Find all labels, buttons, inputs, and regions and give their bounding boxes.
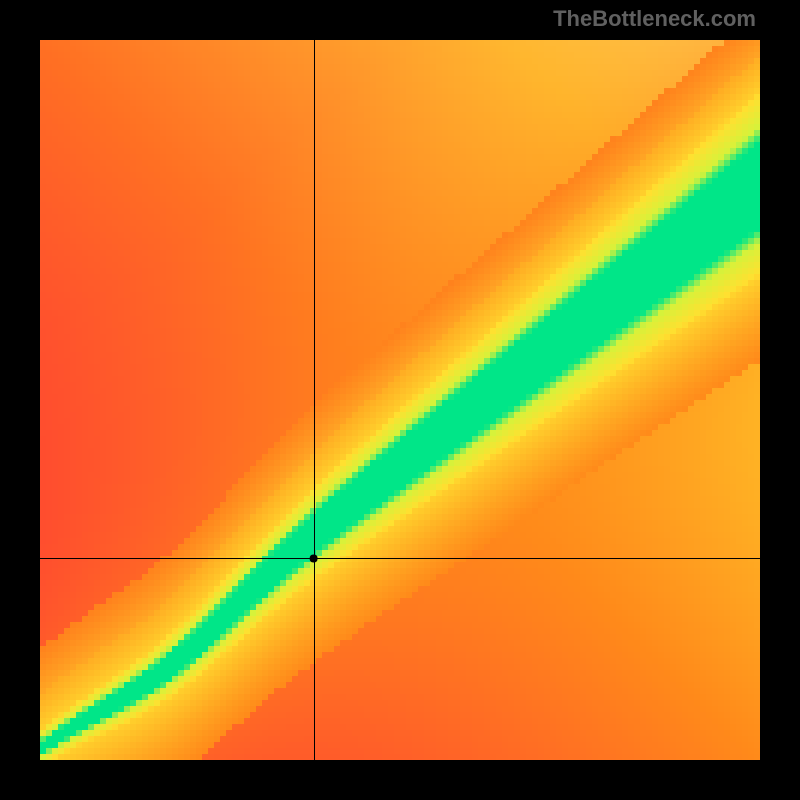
heatmap-canvas: [0, 0, 800, 800]
watermark-text: TheBottleneck.com: [553, 6, 756, 32]
chart-container: TheBottleneck.com: [0, 0, 800, 800]
